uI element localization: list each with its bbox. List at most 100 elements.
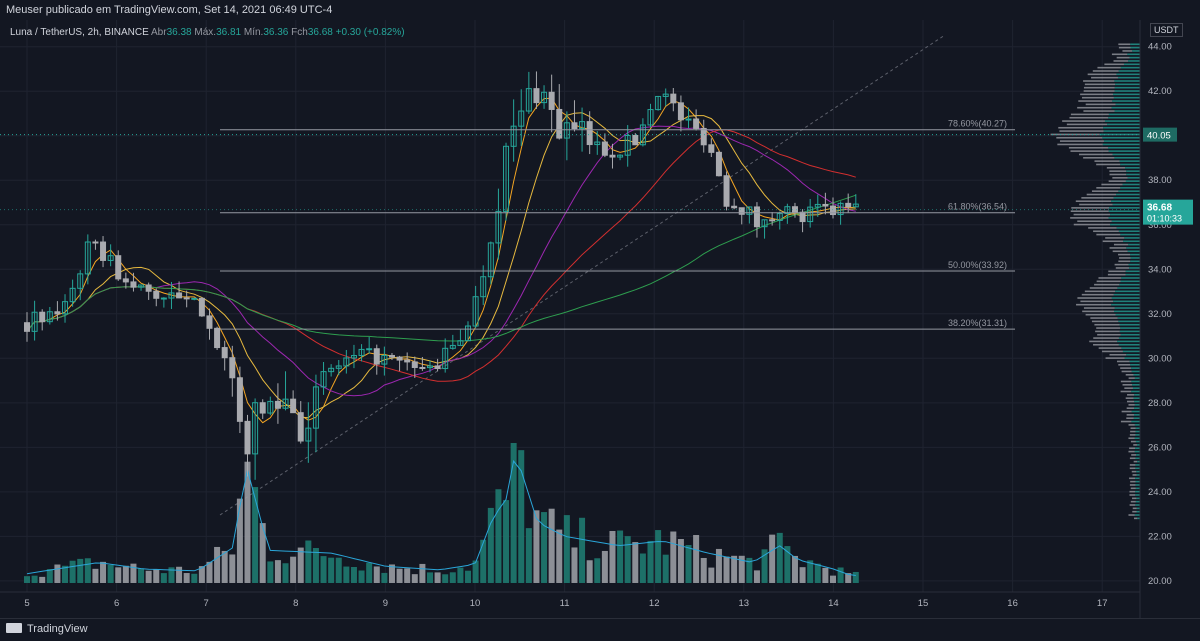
volume-bar xyxy=(525,528,532,583)
profile-bar xyxy=(1112,153,1140,156)
profile-bar xyxy=(1132,507,1137,510)
candle-body xyxy=(715,151,722,177)
profile-bar xyxy=(1128,263,1140,266)
publish-info: Meuser publicado em TradingView.com, Set… xyxy=(6,4,333,16)
tradingview-logo[interactable]: TradingView xyxy=(6,623,88,635)
profile-bar xyxy=(1092,70,1119,72)
volume-bar xyxy=(312,548,319,583)
time-axis[interactable]: 5 6 7 8 9 10 11 12 13 14 15 16 17 xyxy=(0,591,1140,609)
profile-bar xyxy=(1108,150,1140,152)
high-value: 36.81 xyxy=(216,27,242,38)
profile-bar xyxy=(1122,350,1140,353)
volume-bar xyxy=(297,547,304,583)
profile-bar xyxy=(1094,160,1120,162)
volume-bar xyxy=(662,554,669,583)
volume-bar xyxy=(221,550,228,583)
volume-bar xyxy=(153,569,160,583)
volume-bar xyxy=(274,560,281,583)
profile-bar xyxy=(1116,56,1130,59)
profile-bar xyxy=(1114,263,1129,266)
profile-bar xyxy=(1113,96,1140,99)
candle-body xyxy=(46,311,53,323)
volume-bar xyxy=(434,572,441,583)
candle-body xyxy=(510,125,517,147)
profile-bar xyxy=(1135,500,1140,503)
profile-bar xyxy=(1096,327,1121,329)
candle-body xyxy=(84,241,91,275)
profile-bar xyxy=(1111,303,1140,306)
profile-bar xyxy=(1124,237,1140,239)
profile-bar xyxy=(1120,420,1132,423)
high-label: Máx. xyxy=(194,27,217,38)
profile-bar xyxy=(1130,43,1140,46)
profile-bar xyxy=(1108,113,1140,116)
profile-bar xyxy=(1102,143,1140,146)
profile-bar xyxy=(1083,156,1115,159)
profile-bar xyxy=(1124,387,1133,389)
profile-bar xyxy=(1080,93,1114,96)
candle-body xyxy=(381,354,388,365)
candle-body xyxy=(153,290,160,299)
profile-bar xyxy=(1086,193,1117,196)
volume-bar xyxy=(305,540,312,583)
profile-bar xyxy=(1093,230,1119,233)
profile-bar xyxy=(1122,384,1133,386)
profile-bar xyxy=(1050,133,1100,136)
profile-bar xyxy=(1129,477,1136,480)
profile-bar xyxy=(1123,63,1140,66)
volume-bar xyxy=(632,542,639,583)
candle-body xyxy=(138,284,145,288)
candle-body xyxy=(799,211,806,223)
profile-bar xyxy=(1131,370,1140,373)
moving-averages xyxy=(26,97,856,424)
profile-bar xyxy=(1127,394,1135,396)
candle-body xyxy=(366,348,373,351)
volume-bar xyxy=(746,557,753,583)
profile-bar xyxy=(1076,303,1112,306)
candle-body xyxy=(176,292,183,299)
volume-bar xyxy=(176,566,183,583)
volume-bar xyxy=(62,565,69,583)
candle-body xyxy=(548,91,555,110)
profile-bar xyxy=(1058,126,1104,129)
candle-body xyxy=(746,206,753,215)
candle-body xyxy=(449,344,456,349)
profile-bar xyxy=(1120,163,1140,166)
volume-bar xyxy=(31,575,38,583)
profile-bar xyxy=(1081,197,1114,199)
candle-body xyxy=(579,121,586,130)
time-tick-label: 17 xyxy=(1097,598,1108,609)
footer-bar: TradingView xyxy=(0,618,1200,641)
ma-purple-line xyxy=(26,125,856,397)
profile-bar xyxy=(1083,90,1115,92)
profile-bar xyxy=(1089,287,1118,289)
volume-bar xyxy=(388,564,395,583)
volume-bar xyxy=(556,529,563,583)
profile-bar xyxy=(1113,310,1140,313)
volume-bar xyxy=(822,567,829,583)
candle-body xyxy=(700,127,707,146)
candle-body xyxy=(320,371,327,388)
currency-badge[interactable]: USDT xyxy=(1150,23,1183,37)
candle-body xyxy=(335,365,342,369)
volume-bar xyxy=(282,563,289,583)
candle-body xyxy=(677,102,684,121)
profile-bar xyxy=(1127,53,1140,56)
profile-bar xyxy=(1129,56,1140,59)
candlesticks xyxy=(24,71,859,480)
candle-body xyxy=(145,284,152,292)
volume-bar xyxy=(784,546,791,583)
candle-body xyxy=(259,402,266,414)
profile-bar xyxy=(1080,300,1114,303)
candle-body xyxy=(518,110,525,127)
candle-body xyxy=(229,357,236,379)
candle-body xyxy=(92,241,99,244)
volume-bar xyxy=(252,487,259,583)
candle-body xyxy=(457,340,464,346)
price-axis[interactable]: 44.0042.0040.0038.0036.0034.0032.0030.00… xyxy=(1139,0,1200,618)
volume-bar xyxy=(236,498,243,583)
profile-bar xyxy=(1134,400,1140,403)
profile-bar xyxy=(1104,63,1124,66)
